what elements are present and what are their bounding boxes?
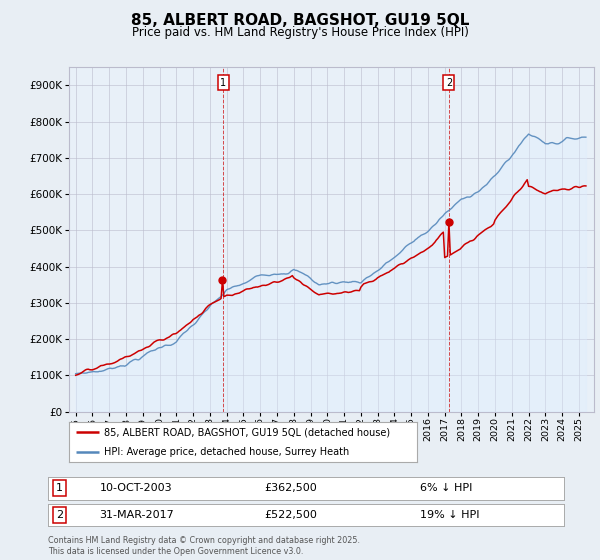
Text: Price paid vs. HM Land Registry's House Price Index (HPI): Price paid vs. HM Land Registry's House …	[131, 26, 469, 39]
Text: £522,500: £522,500	[265, 510, 317, 520]
Text: 1: 1	[56, 483, 63, 493]
Text: £362,500: £362,500	[265, 483, 317, 493]
Text: 85, ALBERT ROAD, BAGSHOT, GU19 5QL (detached house): 85, ALBERT ROAD, BAGSHOT, GU19 5QL (deta…	[104, 427, 390, 437]
Text: 2: 2	[56, 510, 63, 520]
Text: HPI: Average price, detached house, Surrey Heath: HPI: Average price, detached house, Surr…	[104, 446, 349, 456]
Text: 1: 1	[220, 78, 226, 88]
Text: 10-OCT-2003: 10-OCT-2003	[100, 483, 172, 493]
Text: 6% ↓ HPI: 6% ↓ HPI	[419, 483, 472, 493]
Text: Contains HM Land Registry data © Crown copyright and database right 2025.
This d: Contains HM Land Registry data © Crown c…	[48, 536, 360, 556]
Text: 85, ALBERT ROAD, BAGSHOT, GU19 5QL: 85, ALBERT ROAD, BAGSHOT, GU19 5QL	[131, 13, 469, 28]
Text: 2: 2	[446, 78, 452, 88]
Text: 19% ↓ HPI: 19% ↓ HPI	[419, 510, 479, 520]
Text: 31-MAR-2017: 31-MAR-2017	[100, 510, 175, 520]
